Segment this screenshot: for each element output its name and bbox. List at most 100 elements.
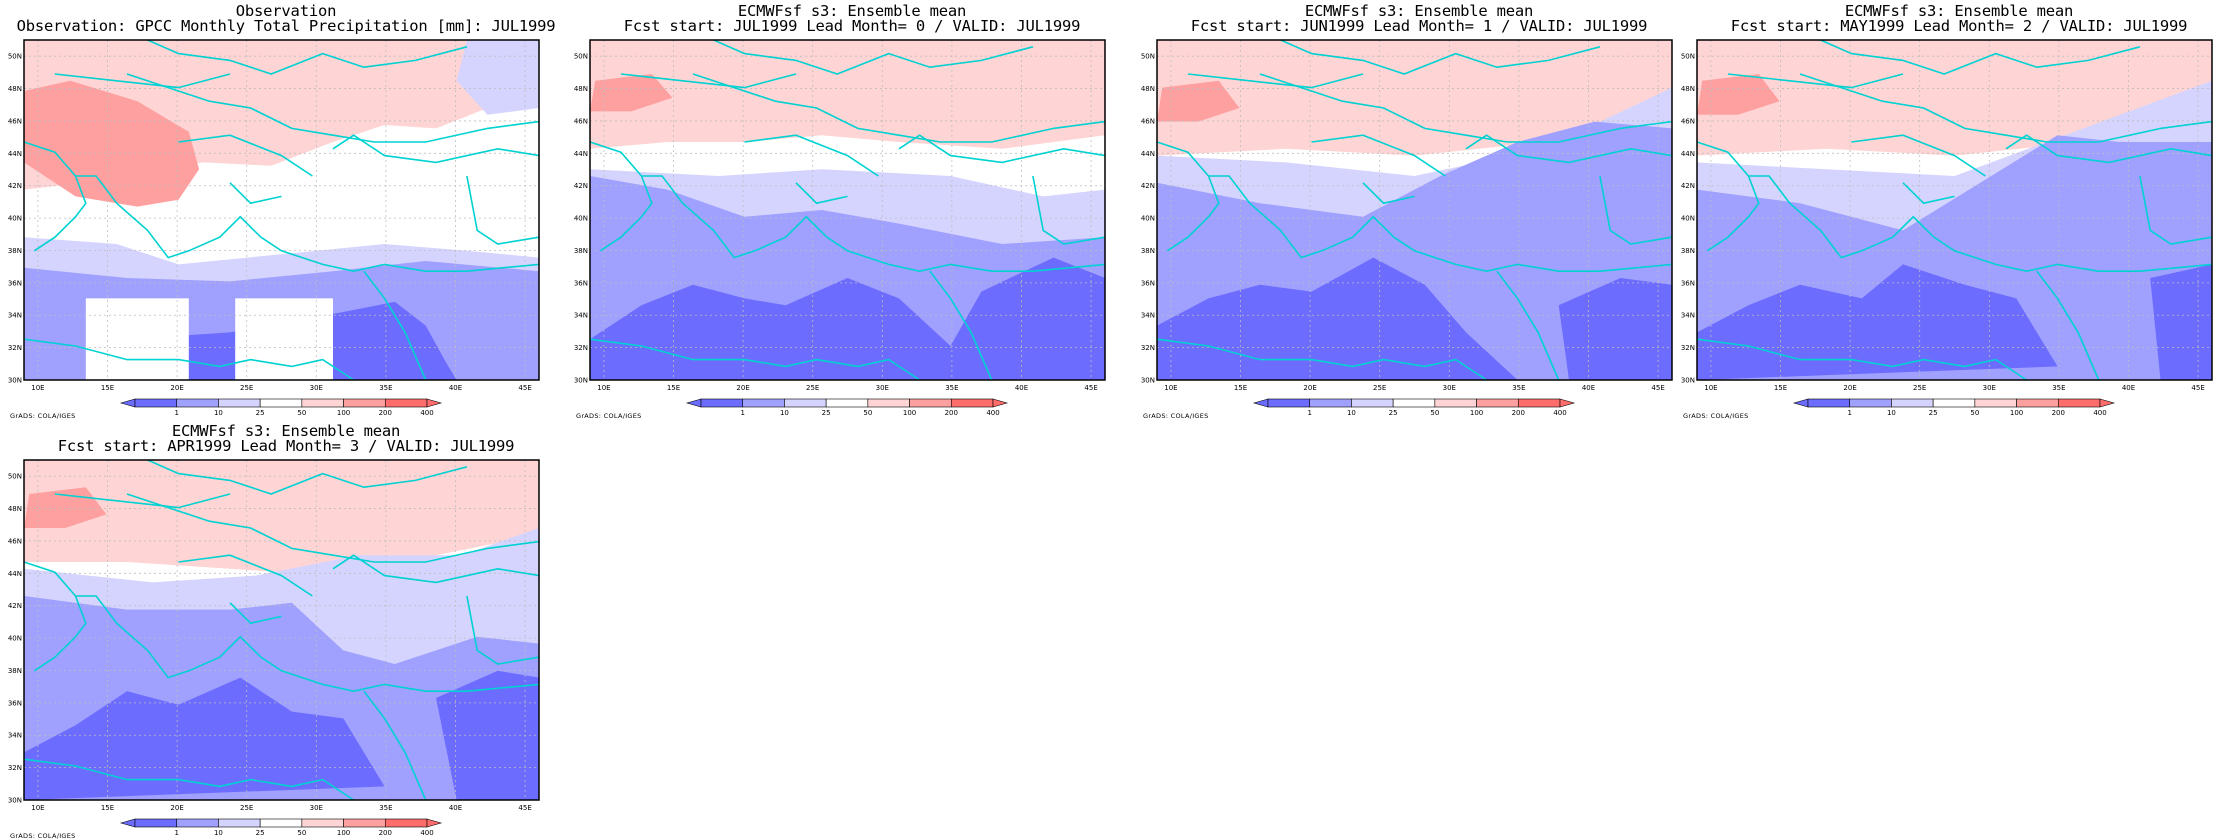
- colorbar-segment: [343, 398, 386, 408]
- coastline: [23, 338, 355, 381]
- colorbar-segment: [134, 818, 178, 828]
- coastline: [1727, 73, 1904, 89]
- precip-region: [590, 74, 673, 112]
- colorbar-segment: [343, 818, 386, 828]
- x-tick-label: 30E: [1983, 384, 1996, 392]
- coastline: [1799, 73, 2213, 143]
- chart-panel-lead1: ECMWFsf s3: Ensemble mean Fcst start: JU…: [1139, 0, 1699, 420]
- coastline: [1933, 236, 2213, 273]
- chart-subtitle: Fcst start: MAY1999 Lead Month= 2 / VALI…: [1730, 17, 2188, 35]
- chart-subtitle: Fcst start: JUL1999 Lead Month= 0 / VALI…: [623, 17, 1081, 35]
- chart-panel-lead2: ECMWFsf s3: Ensemble mean Fcst start: MA…: [1679, 0, 2239, 420]
- colorbar-segment: [176, 398, 219, 408]
- coastline: [23, 561, 87, 672]
- precip-region: [1157, 40, 1672, 156]
- colorbar-label: 400: [1553, 409, 1566, 417]
- coastline: [826, 236, 1106, 273]
- plot-area: [1156, 39, 1673, 381]
- y-tick-label: 34N: [1681, 312, 1695, 320]
- colorbar-label: 10: [214, 829, 223, 837]
- y-tick-label: 48N: [574, 85, 588, 93]
- y-tick-label: 36N: [8, 699, 22, 707]
- colorbar-segment: [1932, 398, 1976, 408]
- coastline: [1311, 134, 1446, 177]
- x-tick-label: 15E: [1774, 384, 1787, 392]
- colorbar-segment: [1849, 398, 1892, 408]
- y-tick-label: 48N: [1141, 85, 1155, 93]
- x-tick-label: 20E: [1303, 384, 1316, 392]
- coastline: [1696, 141, 1760, 252]
- x-tick-label: 25E: [240, 384, 253, 392]
- colorbar-label: 200: [379, 829, 392, 837]
- colorbar-segment: [1267, 398, 1311, 408]
- colorbar-label: 1: [1307, 409, 1311, 417]
- colorbar-segment: [825, 398, 869, 408]
- x-tick-label: 40E: [2122, 384, 2135, 392]
- plot-frame: [1156, 39, 1673, 381]
- colorbar-segment: [1392, 398, 1436, 408]
- chart-title: Observation: [235, 2, 337, 20]
- y-tick-label: 40N: [1681, 215, 1695, 223]
- coastline: [1187, 73, 1364, 89]
- colorbar-segment: [134, 398, 178, 408]
- chart-title: ECMWFsf s3: Ensemble mean: [737, 2, 967, 20]
- chart-panel-lead3: ECMWFsf s3: Ensemble mean Fcst start: AP…: [6, 420, 566, 840]
- x-tick-label: 25E: [1373, 384, 1386, 392]
- y-tick-label: 34N: [1141, 312, 1155, 320]
- colorbar-segment: [1309, 398, 1352, 408]
- plot-frame: [23, 39, 540, 381]
- colorbar-label: 25: [256, 829, 265, 837]
- grads-credit: GrADS: COLA/IGES: [576, 412, 642, 420]
- x-tick-label: 35E: [379, 804, 392, 812]
- x-tick-label: 10E: [1164, 384, 1177, 392]
- y-tick-label: 38N: [8, 247, 22, 255]
- x-tick-label: 40E: [1582, 384, 1595, 392]
- chart-title: ECMWFsf s3: Ensemble mean: [1304, 2, 1534, 20]
- x-tick-label: 45E: [1084, 384, 1097, 392]
- colorbar-segment: [259, 398, 303, 408]
- coastline: [466, 595, 540, 665]
- x-tick-label: 20E: [170, 384, 183, 392]
- y-tick-label: 50N: [1681, 53, 1695, 61]
- y-tick-label: 44N: [574, 150, 588, 158]
- y-tick-label: 48N: [8, 505, 22, 513]
- coastline: [1156, 141, 1220, 252]
- plot-area: [23, 39, 540, 381]
- colorbar-label: 100: [1470, 409, 1483, 417]
- colorbar-label: 100: [337, 409, 350, 417]
- coastline: [795, 182, 848, 205]
- coastline: [1156, 338, 1488, 381]
- precip-region: [24, 460, 539, 576]
- colorbar-segment: [301, 818, 344, 828]
- colorbar-segment: [700, 398, 744, 408]
- colorbar-label: 100: [337, 829, 350, 837]
- y-tick-label: 36N: [1681, 279, 1695, 287]
- chart-plot: 10E 15E 20E 25E 30E 35E 40E 45E 30N 32N 34N 36N 38N 4…: [8, 459, 540, 837]
- colorbar-label: 25: [1389, 409, 1398, 417]
- coastline: [178, 554, 313, 597]
- colorbar-segment: [259, 818, 303, 828]
- colorbar-segment: [1891, 398, 1934, 408]
- colorbar-segment: [867, 398, 910, 408]
- colorbar: 1 10 25 50 100 200 400: [1252, 398, 1576, 417]
- y-tick-label: 46N: [8, 537, 22, 545]
- plot-area: [23, 459, 540, 801]
- y-tick-label: 42N: [574, 182, 588, 190]
- colorbar-label: 200: [2052, 409, 2065, 417]
- coastline: [363, 690, 427, 801]
- colorbar-label: 1: [740, 409, 744, 417]
- x-tick-label: 45E: [1651, 384, 1664, 392]
- plot-frame: [1696, 39, 2213, 381]
- chart-plot: 10E 15E 20E 25E 30E 35E 40E 45E 30N 32N 34N 36N 38N 4…: [1681, 39, 2213, 417]
- y-tick-label: 44N: [8, 150, 22, 158]
- colorbar-arrow-right: [426, 818, 443, 828]
- coastline: [75, 595, 262, 679]
- colorbar-arrow-left: [1252, 398, 1269, 408]
- colorbar-segment: [1476, 398, 1519, 408]
- coastline: [54, 493, 231, 509]
- precip-region: [1157, 80, 1240, 122]
- colorbar-arrow-right: [2099, 398, 2116, 408]
- y-tick-label: 46N: [1681, 117, 1695, 125]
- y-tick-label: 44N: [1141, 150, 1155, 158]
- colorbar-label: 100: [903, 409, 916, 417]
